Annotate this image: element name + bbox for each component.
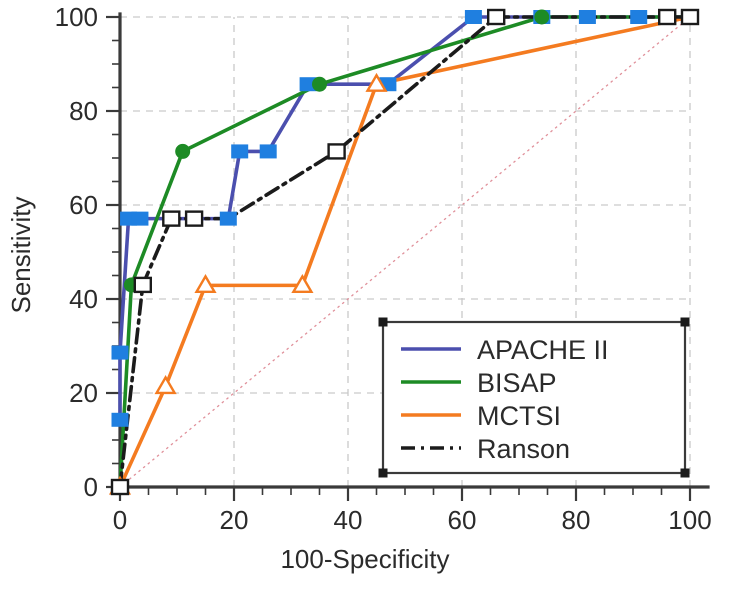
legend-resize-handle[interactable]	[378, 317, 388, 327]
data-point-ranson	[327, 143, 346, 160]
y-tick-label: 0	[84, 472, 98, 502]
data-point-ranson	[133, 276, 153, 294]
data-point-ranson	[184, 210, 204, 227]
data-point-apache-ii	[464, 10, 482, 24]
y-tick-label: 20	[69, 378, 98, 408]
data-point-apache-ii	[259, 144, 277, 159]
data-point-apache-ii	[578, 10, 596, 24]
legend-label-bisap: BISAP	[477, 368, 557, 398]
x-axis-tick-labels: 0 20 40 60 80 100	[113, 505, 712, 535]
legend-label-ranson: Ranson	[477, 434, 570, 464]
data-point-ranson	[658, 8, 677, 26]
data-point-mctsi	[365, 72, 388, 92]
data-point-apache-ii	[111, 412, 129, 427]
data-point-bisap	[175, 143, 191, 159]
data-point-ranson	[487, 8, 506, 26]
data-point-apache-ii	[219, 211, 237, 226]
data-point-apache-ii	[131, 211, 149, 226]
legend-label-apache-ii: APACHE II	[477, 335, 609, 365]
series-markers	[108, 8, 700, 496]
data-point-apache-ii	[111, 345, 129, 360]
data-point-ranson	[680, 8, 700, 26]
y-tick-label: 40	[69, 284, 98, 314]
y-tick-label: 80	[69, 96, 98, 126]
x-axis-title: 100-Specificity	[280, 544, 449, 574]
data-point-apache-ii	[630, 10, 648, 24]
x-tick-label: 60	[448, 505, 477, 535]
data-point-apache-ii	[231, 144, 249, 159]
x-tick-label: 20	[220, 505, 249, 535]
y-tick-label: 60	[69, 190, 98, 220]
data-point-mctsi	[194, 273, 217, 294]
y-tick-label: 100	[55, 2, 98, 32]
y-axis-title: Sensitivity	[6, 196, 36, 313]
legend-resize-handle[interactable]	[680, 317, 690, 327]
x-tick-label: 80	[562, 505, 591, 535]
x-tick-label: 100	[668, 505, 711, 535]
data-point-bisap	[534, 9, 550, 25]
legend-resize-handle[interactable]	[680, 468, 690, 478]
data-point-ranson	[162, 210, 181, 227]
x-tick-label: 40	[334, 505, 363, 535]
data-point-mctsi	[291, 273, 314, 294]
data-point-mctsi	[154, 375, 177, 395]
data-point-apache-ii	[299, 77, 317, 92]
x-tick-label: 0	[113, 505, 127, 535]
legend-label-mctsi: MCTSI	[477, 401, 561, 431]
y-axis-tick-labels: 0 20 40 60 80 100	[55, 2, 98, 502]
data-point-bisap	[312, 76, 327, 92]
legend-resize-handle[interactable]	[378, 468, 388, 478]
data-point-ranson	[110, 478, 130, 496]
